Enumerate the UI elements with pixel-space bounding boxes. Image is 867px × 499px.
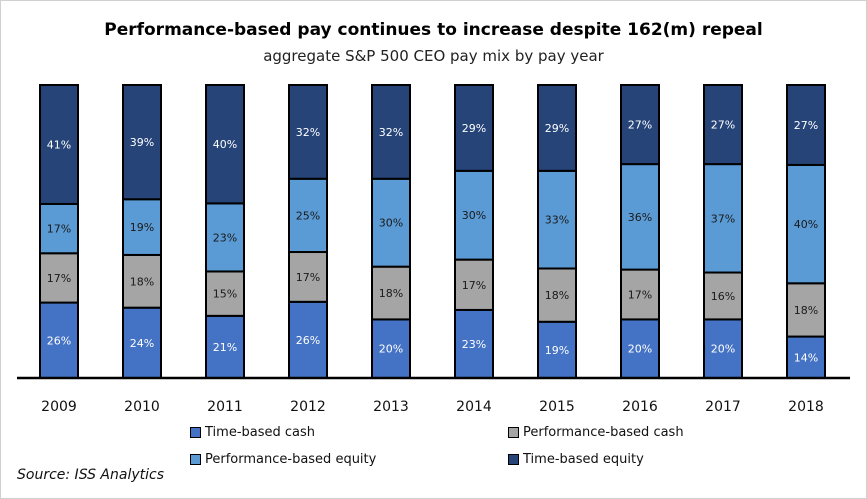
data-label: 20% — [711, 343, 735, 356]
bar-segment — [537, 84, 577, 172]
bar-segment — [786, 84, 826, 166]
bar-segment — [122, 198, 162, 256]
bar-segment — [122, 84, 162, 201]
data-label: 24% — [130, 337, 154, 350]
x-tick-label: 2014 — [456, 399, 492, 415]
data-label: 19% — [545, 344, 569, 357]
x-tick-label: 2016 — [622, 399, 658, 415]
data-label: 18% — [794, 304, 818, 317]
data-label: 20% — [628, 343, 652, 356]
data-label: 18% — [379, 287, 403, 300]
legend-item-time-based-equity: Time-based equity — [508, 452, 644, 467]
x-tick-label: 2009 — [41, 399, 77, 415]
data-label: 15% — [213, 288, 237, 301]
legend-label: Performance-based equity — [205, 452, 377, 467]
data-label: 17% — [47, 272, 71, 285]
data-label: 30% — [462, 209, 486, 222]
data-label: 37% — [711, 212, 735, 225]
bar-segment — [786, 282, 826, 338]
data-label: 27% — [628, 119, 652, 132]
x-tick-label: 2013 — [373, 399, 409, 415]
bar-segment — [537, 267, 577, 323]
data-label: 18% — [130, 275, 154, 288]
data-label: 27% — [711, 119, 735, 132]
legend-swatch — [508, 427, 519, 438]
legend-item-time-based-cash: Time-based cash — [190, 425, 315, 440]
x-tick-label: 2018 — [788, 399, 824, 415]
data-label: 16% — [711, 290, 735, 303]
data-label: 27% — [794, 119, 818, 132]
source-note: Source: ISS Analytics — [17, 467, 164, 483]
data-label: 40% — [213, 138, 237, 151]
bar-segment — [454, 258, 494, 311]
x-tick-label: 2017 — [705, 399, 741, 415]
data-label: 32% — [296, 126, 320, 139]
bar-segment — [205, 84, 245, 205]
bar-segment — [371, 265, 411, 321]
data-label: 19% — [130, 221, 154, 234]
bar-segment — [205, 202, 245, 273]
bar-segment — [620, 84, 660, 166]
legend-swatch — [508, 454, 519, 465]
bar-segment — [454, 84, 494, 172]
bar-segment — [371, 84, 411, 180]
legend-swatch — [190, 427, 201, 438]
data-label: 36% — [628, 211, 652, 224]
bar-segment — [288, 177, 328, 254]
data-label: 33% — [545, 214, 569, 227]
data-label: 29% — [462, 122, 486, 135]
legend-swatch — [190, 454, 201, 465]
data-label: 41% — [47, 138, 71, 151]
data-label: 23% — [462, 338, 486, 351]
bar-segment — [205, 314, 245, 379]
data-label: 40% — [794, 218, 818, 231]
data-label: 21% — [213, 341, 237, 354]
data-label: 17% — [296, 271, 320, 284]
legend-label: Time-based equity — [523, 452, 644, 467]
data-label: 30% — [379, 217, 403, 230]
data-label: 32% — [379, 126, 403, 139]
x-tick-label: 2015 — [539, 399, 575, 415]
bar-segment — [39, 84, 79, 205]
data-label: 14% — [794, 351, 818, 364]
chart-subtitle: aggregate S&P 500 CEO pay mix by pay yea… — [263, 47, 604, 65]
bar-segment — [454, 169, 494, 261]
bar-segment — [288, 84, 328, 180]
data-label: 23% — [213, 231, 237, 244]
chart-title: Performance-based pay continues to incre… — [104, 20, 763, 40]
data-label: 26% — [296, 334, 320, 347]
data-label: 17% — [628, 288, 652, 301]
bar-segment — [371, 177, 411, 268]
x-tick-label: 2011 — [207, 399, 243, 415]
bar-segment — [205, 270, 245, 317]
data-label: 17% — [462, 279, 486, 292]
data-label: 39% — [130, 136, 154, 149]
bar-segment — [620, 318, 660, 379]
data-label: 20% — [379, 343, 403, 356]
legend-item-performance-based-cash: Performance-based cash — [508, 425, 684, 440]
data-label: 25% — [296, 209, 320, 222]
bar-segment — [39, 202, 79, 255]
bar-segment — [620, 268, 660, 321]
legend-label: Performance-based cash — [523, 425, 684, 440]
data-label: 26% — [47, 334, 71, 347]
data-label: 29% — [545, 122, 569, 135]
x-tick-label: 2012 — [290, 399, 326, 415]
bar-segment — [703, 84, 743, 166]
legend-item-performance-based-equity: Performance-based equity — [190, 452, 376, 467]
data-label: 17% — [47, 223, 71, 236]
legend-label: Time-based cash — [205, 425, 316, 440]
bar-segment — [288, 300, 328, 380]
data-label: 18% — [545, 289, 569, 302]
x-tick-label: 2010 — [124, 399, 160, 415]
bar-segment — [703, 163, 743, 274]
